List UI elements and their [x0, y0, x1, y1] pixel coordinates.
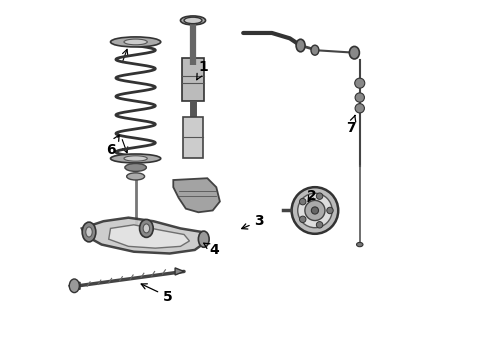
Circle shape	[298, 193, 332, 228]
Circle shape	[355, 93, 365, 102]
Circle shape	[317, 221, 323, 228]
Bar	[183, 117, 203, 158]
Circle shape	[299, 198, 306, 205]
Bar	[182, 58, 204, 101]
Ellipse shape	[184, 17, 202, 24]
Ellipse shape	[124, 156, 147, 161]
Ellipse shape	[349, 46, 359, 59]
Polygon shape	[69, 282, 80, 289]
Circle shape	[305, 201, 325, 221]
Circle shape	[355, 78, 365, 88]
Ellipse shape	[125, 163, 147, 171]
Ellipse shape	[180, 16, 205, 25]
Text: 3: 3	[242, 214, 264, 229]
Ellipse shape	[82, 222, 96, 242]
Ellipse shape	[86, 227, 92, 237]
Polygon shape	[173, 178, 220, 212]
Ellipse shape	[311, 45, 319, 55]
Circle shape	[299, 216, 306, 222]
Circle shape	[311, 207, 318, 214]
Ellipse shape	[198, 231, 209, 247]
Text: 1: 1	[196, 60, 209, 80]
Text: 6: 6	[106, 135, 119, 157]
Ellipse shape	[111, 37, 161, 47]
Ellipse shape	[296, 39, 305, 52]
Ellipse shape	[124, 39, 147, 45]
Circle shape	[292, 187, 338, 234]
Text: 5: 5	[141, 284, 173, 303]
Ellipse shape	[140, 220, 153, 237]
Circle shape	[317, 193, 323, 199]
Polygon shape	[82, 218, 207, 253]
Ellipse shape	[69, 279, 79, 293]
Polygon shape	[109, 225, 190, 248]
Ellipse shape	[357, 242, 363, 247]
Circle shape	[327, 207, 333, 214]
Text: 2: 2	[306, 189, 316, 203]
Ellipse shape	[126, 173, 145, 180]
Ellipse shape	[143, 224, 149, 233]
Polygon shape	[175, 268, 184, 275]
Text: 4: 4	[204, 243, 220, 257]
Ellipse shape	[111, 154, 161, 163]
Text: 7: 7	[346, 115, 356, 135]
Circle shape	[355, 104, 365, 113]
